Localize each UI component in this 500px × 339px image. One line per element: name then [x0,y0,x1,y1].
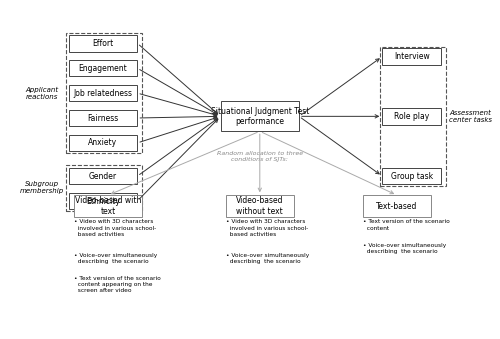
Text: Text-based: Text-based [376,202,418,211]
FancyBboxPatch shape [382,48,441,65]
FancyBboxPatch shape [68,168,138,184]
Text: Interview: Interview [394,52,430,61]
FancyBboxPatch shape [226,195,294,217]
FancyBboxPatch shape [68,60,138,77]
Text: Ethnicity: Ethnicity [86,197,120,205]
Text: Engagement: Engagement [78,64,128,73]
Text: Job relatedness: Job relatedness [74,88,132,98]
FancyBboxPatch shape [220,101,299,131]
Text: Random allocation to three
conditions of SJTs:: Random allocation to three conditions of… [216,151,303,162]
FancyBboxPatch shape [68,193,138,210]
FancyBboxPatch shape [68,85,138,101]
Text: Video-based with
text: Video-based with text [74,196,141,216]
FancyBboxPatch shape [74,195,142,217]
Text: Anxiety: Anxiety [88,138,118,147]
FancyBboxPatch shape [382,168,441,184]
Text: Fairness: Fairness [88,114,118,122]
Text: Situational Judgment Test
performance: Situational Judgment Test performance [210,107,309,126]
Text: Gender: Gender [89,172,117,181]
FancyBboxPatch shape [68,35,138,52]
FancyBboxPatch shape [362,195,432,217]
Text: • Video with 3D characters
  involved in various school-
  based activities: • Video with 3D characters involved in v… [226,219,308,237]
Text: Assessment
center tasks: Assessment center tasks [449,110,492,123]
Bar [66,164,142,211]
Text: Group task: Group task [390,172,433,181]
Text: • Voice-over simultaneously
  describing  the scenario: • Voice-over simultaneously describing t… [74,253,157,264]
Text: Subgroup
membership: Subgroup membership [20,181,64,194]
Text: • Voice-over simultaneously
  describing  the scenario: • Voice-over simultaneously describing t… [362,243,446,254]
Bar [66,33,142,153]
FancyBboxPatch shape [68,110,138,126]
Bar [380,46,446,186]
Text: • Voice-over simultaneously
  describing  the scenario: • Voice-over simultaneously describing t… [226,253,309,264]
FancyBboxPatch shape [382,108,441,125]
Text: • Text version of the scenario
  content appearing on the
  screen after video: • Text version of the scenario content a… [74,276,160,293]
Text: Video-based
without text: Video-based without text [236,196,284,216]
Text: Effort: Effort [92,39,114,48]
Text: Applicant
reactions: Applicant reactions [25,86,58,100]
FancyBboxPatch shape [68,135,138,151]
Text: • Video with 3D characters
  involved in various school-
  based activities: • Video with 3D characters involved in v… [74,219,156,237]
Text: Role play: Role play [394,112,430,121]
Text: • Text version of the scenario
  content: • Text version of the scenario content [362,219,450,231]
